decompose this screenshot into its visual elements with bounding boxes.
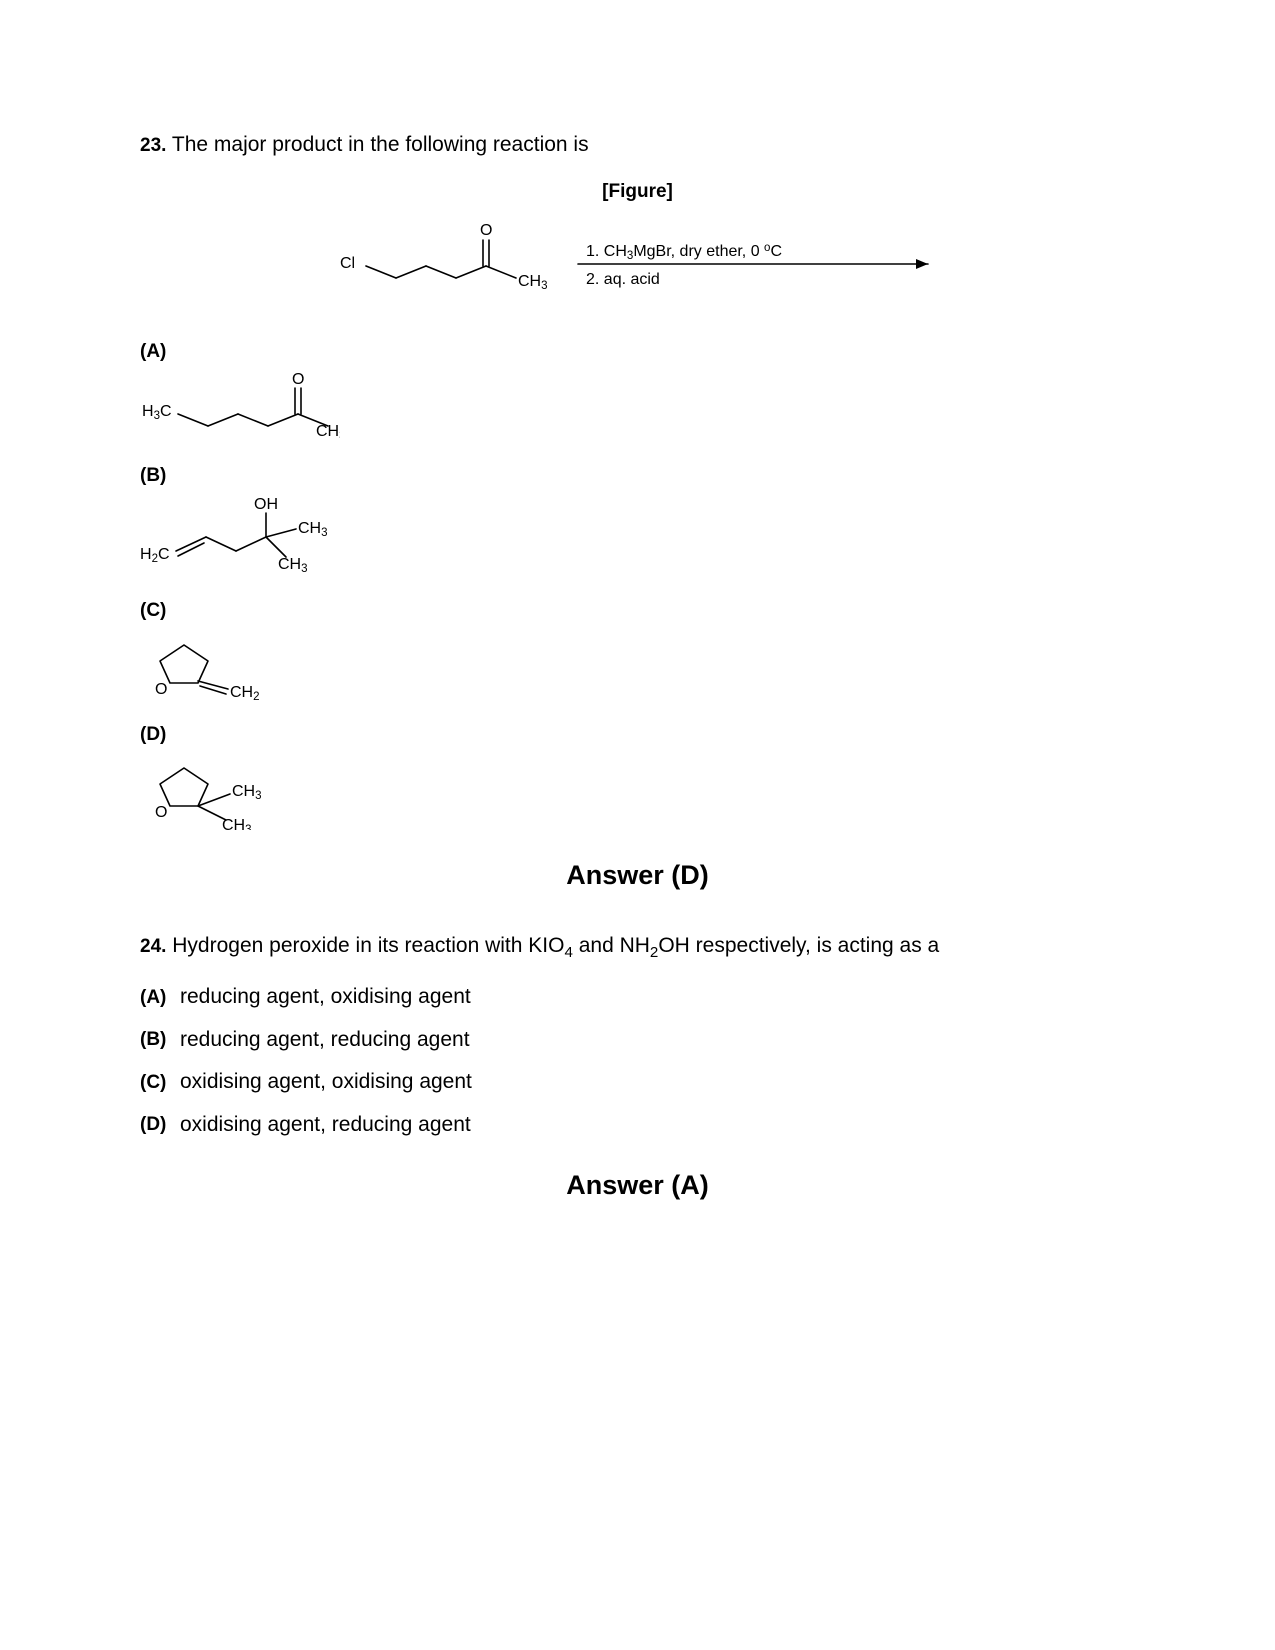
optC-ch2: CH2	[230, 684, 260, 701]
q23-reaction: Cl O CH3 1. CH3MgBr, dry ether, 0 oC 2. …	[140, 218, 1135, 304]
optA-O: O	[292, 372, 304, 388]
q24-optA-text: reducing agent, oxidising agent	[180, 982, 471, 1012]
q24-optD: (D) oxidising agent, reducing agent	[140, 1110, 1135, 1140]
reactant-o-label: O	[480, 222, 492, 239]
q23-stem: The major product in the following react…	[172, 133, 589, 156]
optB-oh: OH	[254, 496, 278, 513]
q24-optC: (C) oxidising agent, oxidising agent	[140, 1067, 1135, 1097]
reactant-cl-label: Cl	[340, 255, 355, 272]
q23-optA-label: (A)	[140, 338, 1135, 366]
q23-figure-label: [Figure]	[140, 178, 1135, 206]
q24-optC-label: (C)	[140, 1069, 170, 1097]
optD-O: O	[155, 804, 167, 821]
q23-stem-line: 23. The major product in the following r…	[140, 130, 1135, 160]
optB-r2: CH3	[278, 556, 308, 575]
q23-number: 23.	[140, 135, 166, 156]
page: 23. The major product in the following r…	[0, 0, 1275, 1341]
optD-r2: CH3	[222, 817, 252, 830]
q24-optD-text: oxidising agent, reducing agent	[180, 1110, 471, 1140]
q24-optC-text: oxidising agent, oxidising agent	[180, 1067, 472, 1097]
optA-right: CH3	[316, 423, 340, 442]
q23-optD-label: (D)	[140, 721, 1135, 749]
optB-left: H2C	[140, 546, 170, 565]
reagent-line2: 2. aq. acid	[586, 271, 660, 288]
reactant-ch3-label: CH3	[518, 273, 548, 292]
q24-stem: Hydrogen peroxide in its reaction with K…	[172, 934, 939, 957]
reagent-line1: 1. CH3MgBr, dry ether, 0 oC	[586, 242, 782, 262]
q24-number: 24.	[140, 936, 166, 957]
q23-optB-svg: H2C OH CH3 CH3	[140, 495, 340, 577]
optA-left: H3C	[142, 403, 172, 422]
q23-answer: Answer (D)	[140, 856, 1135, 895]
q24-stem-line: 24. Hydrogen peroxide in its reaction wi…	[140, 931, 1135, 964]
optD-r1: CH3	[232, 783, 262, 802]
q23-reaction-svg: Cl O CH3 1. CH3MgBr, dry ether, 0 oC 2. …	[328, 218, 948, 304]
optB-r1: CH3	[298, 520, 328, 539]
q24-answer: Answer (A)	[140, 1166, 1135, 1205]
q24-optD-label: (D)	[140, 1111, 170, 1139]
q23-optB-label: (B)	[140, 462, 1135, 490]
q24-optA-label: (A)	[140, 984, 170, 1012]
q23-optA-svg: H3C O CH3	[140, 372, 340, 442]
q24-optB: (B) reducing agent, reducing agent	[140, 1025, 1135, 1055]
q24-optB-label: (B)	[140, 1026, 170, 1054]
q24-optB-text: reducing agent, reducing agent	[180, 1025, 470, 1055]
q24-optA: (A) reducing agent, oxidising agent	[140, 982, 1135, 1012]
q23-optD-svg: O CH3 CH3	[140, 754, 310, 830]
optC-O: O	[155, 681, 167, 698]
q23-optC-svg: O CH2	[140, 631, 300, 701]
q23-optC-label: (C)	[140, 597, 1135, 625]
